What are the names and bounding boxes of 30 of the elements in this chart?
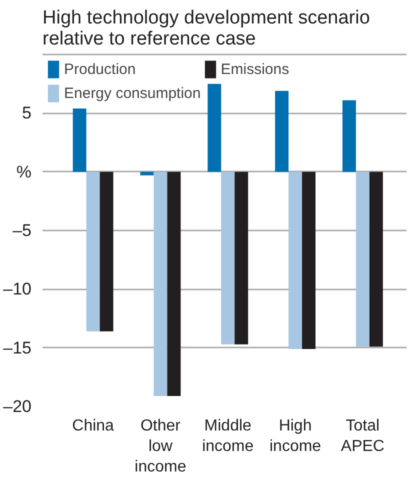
bar: [167, 172, 181, 396]
legend-label: Energy consumption: [64, 84, 201, 102]
x-tick-label: Other low income: [134, 418, 186, 476]
bar: [221, 172, 235, 344]
bar: [140, 172, 154, 176]
y-tick-label: –5: [12, 221, 32, 240]
bar: [234, 172, 248, 344]
bar: [369, 172, 383, 347]
legend-label: Emissions: [220, 60, 290, 78]
x-tick-label: China: [72, 418, 114, 434]
bar: [86, 172, 100, 332]
bar: [288, 172, 302, 350]
bar: [302, 172, 316, 350]
bar: [342, 100, 356, 172]
bar: [208, 84, 222, 172]
bar: [356, 172, 370, 347]
chart-title: High technology development scenario relative to reference case: [42, 8, 370, 50]
bar: [72, 108, 86, 172]
y-tick-label: 5: [22, 104, 32, 123]
x-tick-label: Middle income: [202, 418, 254, 455]
y-tick-label: –15: [3, 338, 32, 358]
x-tick-label: High income: [269, 418, 322, 455]
y-tick-label: –20: [3, 397, 32, 416]
bar: [100, 172, 114, 332]
bar: [154, 172, 168, 396]
y-tick-label: –10: [3, 280, 32, 299]
x-tick-label: Total APEC: [340, 418, 384, 455]
y-tick-label: %: [16, 162, 32, 182]
legend-label: Production: [64, 60, 136, 78]
bar: [275, 90, 289, 172]
